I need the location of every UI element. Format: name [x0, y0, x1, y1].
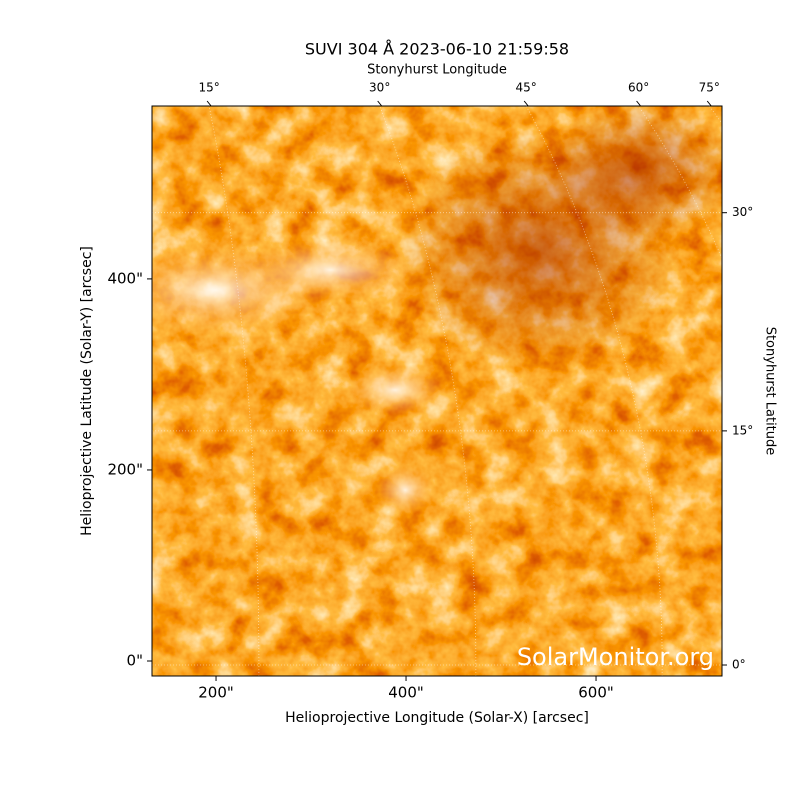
y-label: Helioprojective Latitude (Solar-Y) [arcs… [79, 246, 95, 536]
lon-grid-line [638, 106, 722, 260]
y-tick-label: 200" [107, 460, 143, 478]
x2-tick [523, 100, 529, 107]
y-tick-label: 0" [127, 652, 143, 670]
lon-grid-line [708, 106, 722, 125]
y-tick-label: 400" [107, 269, 143, 287]
x2-tick-label: 75° [699, 81, 720, 95]
watermark: SolarMonitor.org [517, 643, 714, 671]
lon-grid-line [525, 106, 663, 676]
y2-tick-label: 15° [732, 423, 753, 437]
lon-grid-line [379, 106, 477, 676]
y2-tick-label: 30° [732, 205, 753, 219]
x2-tick [706, 100, 712, 107]
x2-tick-label: 45° [516, 81, 537, 95]
y2-tick-label: 0° [732, 658, 746, 672]
x2-tick [636, 100, 641, 107]
solar-image [152, 106, 722, 676]
x-tick-label: 600" [578, 684, 614, 702]
chart-title: SUVI 304 Å 2023-06-10 21:59:58 [305, 40, 569, 59]
axes-frame [151, 105, 723, 677]
y2-label: Stonyhurst Latitude [763, 327, 778, 456]
x2-label: Stonyhurst Longitude [367, 63, 507, 78]
lon-grid-line [208, 106, 260, 676]
x-tick-label: 200" [198, 684, 234, 702]
x2-tick-label: 60° [628, 81, 649, 95]
x-label: Helioprojective Longitude (Solar-X) [arc… [285, 710, 589, 726]
x2-tick [206, 100, 212, 107]
x2-tick-label: 30° [369, 81, 390, 95]
x2-tick-label: 15° [198, 81, 219, 95]
x2-tick [377, 100, 383, 107]
x-tick-label: 400" [388, 684, 424, 702]
grid [152, 106, 722, 676]
